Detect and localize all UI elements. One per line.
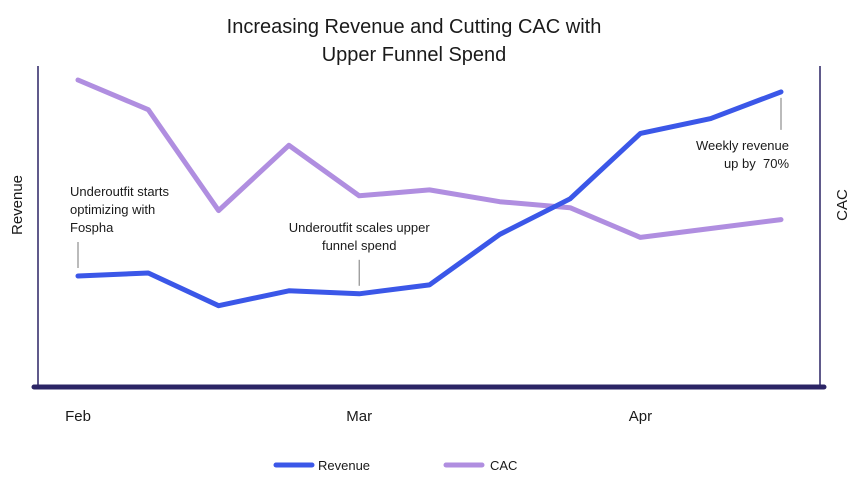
- annotation-2: Weekly revenue up by 70%: [696, 138, 789, 171]
- chart-title-line-2: Upper Funnel Spend: [322, 44, 507, 66]
- annotation-1-line-1: funnel spend: [322, 238, 396, 253]
- annotation-0-line-2: Fospha: [70, 220, 114, 235]
- x-tick-apr: Apr: [629, 408, 652, 425]
- legend-cac-label: CAC: [490, 458, 517, 473]
- x-tick-feb: Feb: [65, 408, 91, 425]
- legend: Revenue CAC: [273, 458, 517, 473]
- series-line-cac: [75, 77, 784, 240]
- annotation-2-line-0: Weekly revenue: [696, 138, 789, 153]
- left-axis-label: Revenue: [9, 175, 26, 235]
- annotation-0: Underoutfit starts optimizing with Fospha: [70, 184, 169, 235]
- chart-title-line-1: Increasing Revenue and Cutting CAC with: [227, 16, 602, 38]
- annotation-0-line-1: optimizing with: [70, 202, 155, 217]
- annotation-1: Underoutfit scales upper funnel spend: [289, 220, 431, 253]
- x-tick-mar: Mar: [346, 408, 372, 425]
- annotation-0-line-0: Underoutfit starts: [70, 184, 169, 199]
- annotation-2-line-1: up by 70%: [724, 156, 789, 171]
- right-axis-label: CAC: [834, 189, 851, 221]
- annotation-1-line-0: Underoutfit scales upper: [289, 220, 431, 235]
- series-line-revenue: [75, 89, 784, 309]
- legend-revenue-label: Revenue: [318, 458, 370, 473]
